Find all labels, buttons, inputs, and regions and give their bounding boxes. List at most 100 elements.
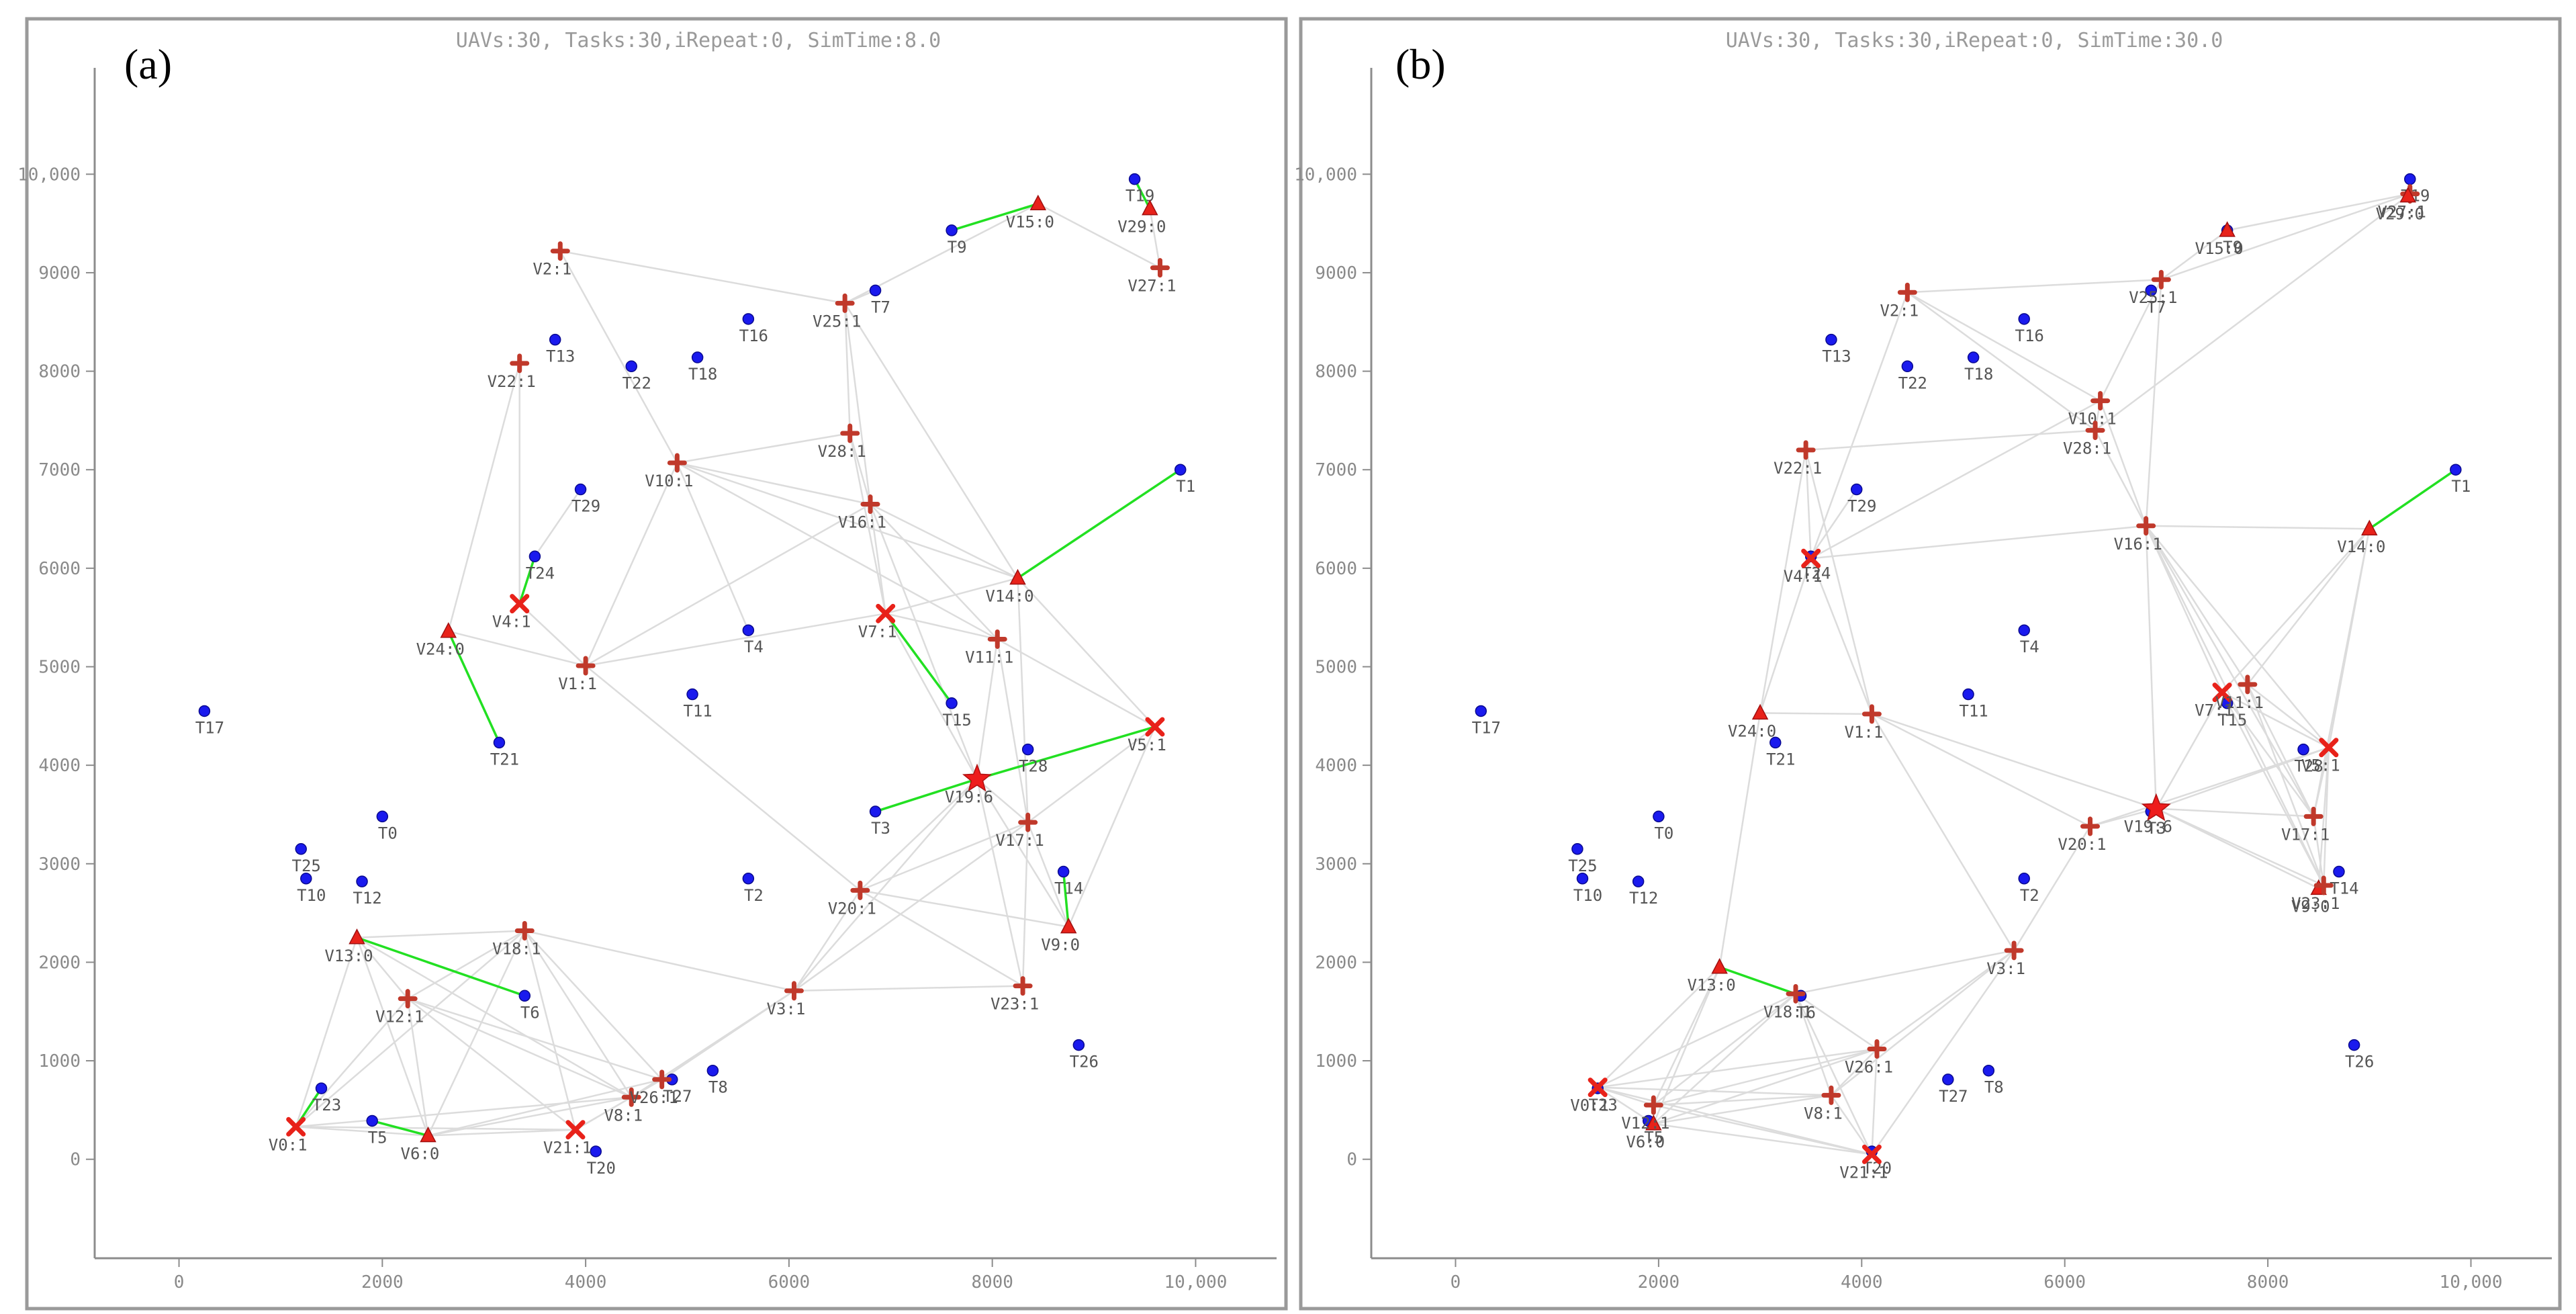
comm-link	[1871, 713, 2015, 951]
uav-label: V17:1	[996, 831, 1044, 850]
comm-link	[1017, 577, 1156, 728]
task-label: T2	[744, 886, 764, 905]
uav-v9-0-marker	[1060, 918, 1077, 934]
comm-link	[677, 432, 850, 464]
comm-link	[2155, 692, 2223, 809]
comm-link	[2013, 826, 2091, 951]
comm-link	[524, 930, 663, 1080]
uav-label: V0:1	[1570, 1096, 1609, 1115]
x-tick-label: 10,000	[2440, 1272, 2503, 1293]
uav-label: V6:0	[1626, 1133, 1665, 1151]
x-tick-label: 10,000	[1164, 1272, 1227, 1293]
uav-label: V19:6	[2124, 818, 2172, 836]
comm-link	[560, 250, 845, 304]
uav-label: V28:1	[818, 442, 866, 461]
uav-label: V22:1	[1774, 459, 1822, 478]
uav-v23-1-marker	[2313, 875, 2334, 895]
uav-v1-1-marker	[1861, 704, 1882, 724]
task-label: T2	[2020, 886, 2039, 905]
comm-link	[1653, 1048, 1878, 1125]
uav-label: V4:1	[1784, 567, 1823, 586]
x-tick-label: 8000	[2247, 1272, 2289, 1293]
comm-link	[860, 889, 1023, 987]
y-tick-label: 2000	[38, 953, 81, 973]
comm-link	[859, 778, 978, 891]
comm-link	[1027, 822, 1070, 928]
uav-label: V27:1	[2378, 203, 2426, 222]
comm-link	[585, 613, 886, 667]
uav-v10-1-marker	[2090, 391, 2111, 411]
x-tick-label: 2000	[1638, 1272, 1680, 1293]
uav-label: V23:1	[2291, 894, 2340, 913]
task-t23-point	[315, 1082, 328, 1094]
x-tick-label: 0	[1451, 1272, 1461, 1293]
comm-link	[1653, 993, 1796, 1106]
comm-link	[676, 462, 749, 631]
uav-label: V21:1	[1839, 1163, 1888, 1182]
uav-label: V9:0	[1041, 936, 1080, 955]
task-label: T21	[490, 750, 519, 769]
y-tick-label: 7000	[38, 460, 81, 480]
comm-link	[1653, 1104, 1872, 1155]
x-tick-label: 4000	[1841, 1272, 1883, 1293]
task-label: T13	[546, 347, 575, 366]
comm-link	[406, 998, 429, 1136]
task-label: T7	[871, 298, 890, 316]
task-t21-point	[1769, 736, 1782, 749]
task-t25-point	[295, 843, 307, 855]
task-label: T14	[2330, 879, 2358, 898]
comm-link	[869, 504, 886, 614]
comm-link	[524, 930, 633, 1098]
comm-link	[976, 639, 999, 779]
uav-v6-0-marker	[1645, 1114, 1662, 1131]
comm-link	[2312, 816, 2325, 886]
task-label: T8	[708, 1078, 728, 1097]
uav-v12-1-marker	[1643, 1095, 1663, 1115]
task-label: T10	[1573, 886, 1602, 905]
uav-label: V28:1	[2063, 439, 2111, 458]
comm-link	[976, 779, 1024, 986]
task-t18-point	[691, 351, 704, 363]
comm-link	[1598, 1086, 1831, 1096]
task-t29-point	[1850, 483, 1863, 496]
y-tick-label: 4000	[1315, 756, 1357, 776]
chart-title: UAVs:30, Tasks:30,iRepeat:0, SimTime:8.0	[456, 29, 941, 52]
comm-link	[1810, 292, 1908, 559]
y-tick-label: 6000	[1315, 559, 1357, 579]
comm-link	[356, 936, 409, 1000]
uav-v8-1-marker	[1821, 1085, 1841, 1105]
uav-v15-0-marker	[2219, 221, 2236, 237]
task-t8-point	[1982, 1064, 1995, 1077]
uav-v11-1-marker	[2238, 674, 2258, 695]
uav-v4-1-marker	[1801, 548, 1821, 568]
comm-link	[676, 462, 1018, 579]
assignment-link	[976, 726, 1156, 781]
uav-label: V25:1	[2129, 288, 2177, 307]
task-t21-point	[493, 736, 506, 749]
uav-v16-1-marker	[2136, 516, 2156, 536]
task-t7-point	[2145, 284, 2157, 297]
uav-label: V4:1	[492, 613, 531, 631]
uav-label: V2:1	[1880, 301, 1919, 320]
comm-link	[2160, 229, 2228, 281]
comm-link	[2099, 279, 2162, 402]
assignment-link	[1062, 871, 1070, 927]
x-tick-label: 8000	[971, 1272, 1013, 1293]
assignment-link	[1017, 468, 1181, 579]
comm-link	[428, 1129, 576, 1137]
comm-link	[2221, 691, 2315, 818]
task-t14-point	[1057, 865, 1070, 878]
task-t12-point	[1632, 875, 1645, 887]
uav-v22-1-marker	[1796, 440, 1816, 460]
y-tick-label: 5000	[38, 658, 81, 678]
uav-label: V20:1	[2058, 835, 2106, 854]
panel-frame	[1299, 17, 2562, 1311]
task-label: T11	[683, 702, 712, 721]
uav-label: V25:1	[813, 312, 861, 331]
y-tick-label: 1000	[38, 1051, 81, 1071]
uav-label: V11:1	[2215, 693, 2264, 712]
comm-link	[870, 503, 999, 640]
comm-link	[1597, 993, 1796, 1088]
comm-link	[356, 936, 632, 1098]
